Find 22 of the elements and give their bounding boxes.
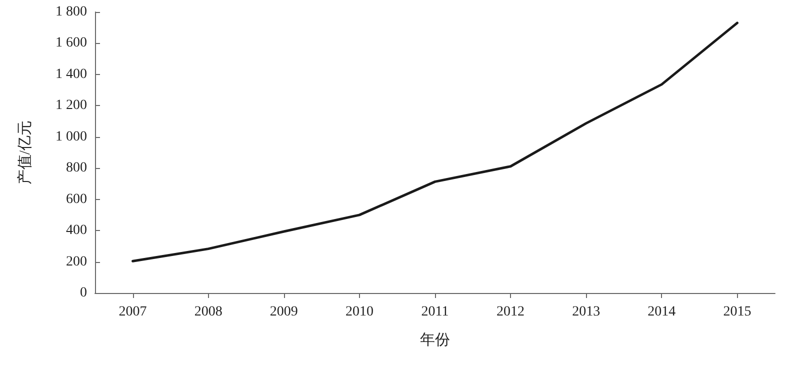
y-tick-label: 1 400: [56, 66, 87, 82]
x-tick-label: 2011: [421, 304, 449, 320]
x-tick-label: 2015: [723, 304, 752, 320]
y-tick-label: 1 800: [56, 4, 87, 20]
y-tick-label: 1 000: [56, 129, 87, 144]
x-tick-label: 2007: [118, 304, 147, 320]
line-series: [132, 22, 738, 262]
x-tick-label: 2009: [270, 304, 298, 320]
y-tick-label: 600: [66, 192, 87, 207]
x-axis-title: 年份: [420, 332, 450, 348]
x-tick-label: 2008: [194, 304, 222, 320]
y-axis-title: 产值/亿元: [16, 120, 34, 185]
y-tick-label: 1 600: [56, 36, 87, 51]
x-tick-label: 2013: [572, 304, 600, 320]
x-tick-label: 2012: [496, 304, 525, 320]
y-tick-label: 0: [80, 286, 87, 300]
x-tick-label: 2010: [345, 304, 374, 320]
y-tick-label: 400: [66, 223, 87, 238]
x-tick-label: 2014: [648, 304, 676, 320]
y-tick-label: 1 200: [56, 98, 87, 114]
y-tick-label: 200: [66, 254, 87, 270]
y-tick-label: 800: [66, 160, 87, 176]
